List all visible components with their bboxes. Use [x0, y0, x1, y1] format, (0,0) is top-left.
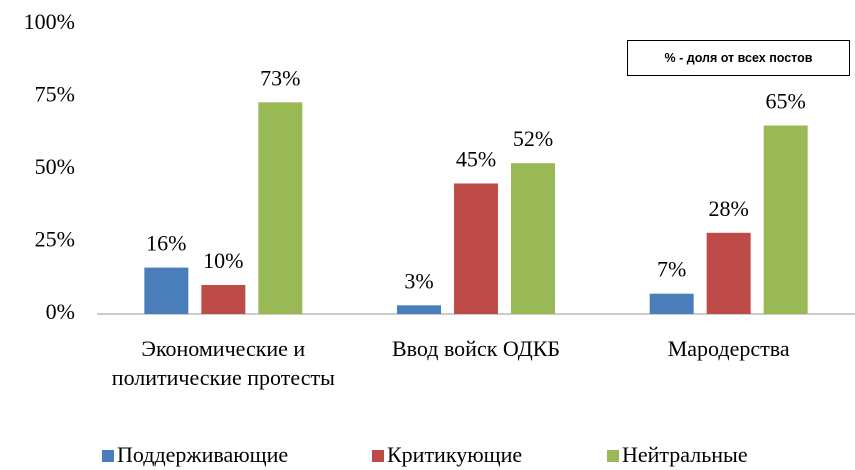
- x-tick-label: Мародерства: [667, 336, 790, 361]
- data-label: 28%: [709, 196, 749, 221]
- legend-label: Критикующие: [387, 442, 522, 467]
- data-label: 10%: [203, 248, 243, 273]
- bar: [144, 267, 189, 314]
- annotation: % - доля от всех постов: [627, 40, 850, 76]
- data-label: 45%: [456, 147, 496, 172]
- data-label: 7%: [657, 257, 686, 282]
- bar: [201, 285, 246, 314]
- data-label: 73%: [260, 65, 300, 90]
- bar: [763, 125, 808, 314]
- legend-label: Поддерживающие: [117, 442, 288, 467]
- x-tick-label: Ввод войск ОДКБ: [391, 336, 561, 361]
- data-label: 16%: [146, 231, 186, 256]
- data-label: 3%: [404, 268, 433, 293]
- bar: [258, 102, 303, 314]
- bar: [454, 183, 498, 314]
- legend-swatch: [102, 450, 114, 462]
- y-tick-label: 50%: [35, 154, 75, 179]
- data-label: 65%: [766, 89, 806, 114]
- bar: [397, 305, 441, 314]
- y-tick-label: 0%: [46, 299, 75, 324]
- bar: [649, 293, 694, 314]
- data-label: 52%: [513, 126, 553, 151]
- bar: [511, 163, 555, 314]
- legend-label: Нейтральные: [622, 442, 748, 467]
- bar: [706, 232, 751, 314]
- legend-swatch: [372, 450, 384, 462]
- y-tick-label: 25%: [35, 227, 75, 252]
- x-tick-label: Экономические и политические протесты: [111, 336, 335, 390]
- legend-swatch: [607, 450, 619, 462]
- y-tick-label: 100%: [24, 9, 75, 34]
- y-tick-label: 75%: [35, 82, 75, 107]
